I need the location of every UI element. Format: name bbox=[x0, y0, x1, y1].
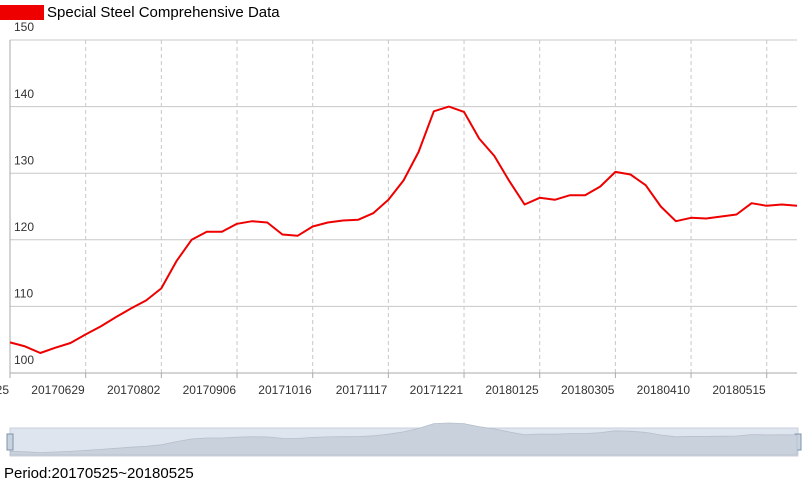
y-tick-label: 120 bbox=[14, 220, 34, 234]
zoom-handle-left[interactable] bbox=[6, 433, 14, 451]
series-line bbox=[9, 105, 798, 354]
x-tick-label: 20171117 bbox=[336, 383, 388, 397]
y-tick-label: 150 bbox=[14, 20, 34, 34]
period-label: Period:20170525~20180525 bbox=[4, 465, 194, 482]
x-tick-label: 20171016 bbox=[258, 383, 312, 397]
zoom-overview bbox=[9, 422, 798, 456]
x-tick-label: 20171221 bbox=[410, 383, 464, 397]
y-tick-label: 110 bbox=[14, 287, 33, 301]
x-tick-label: 20170906 bbox=[183, 383, 237, 397]
legend-label: Special Steel Comprehensive Data bbox=[47, 4, 280, 21]
x-tick-label: 20180515 bbox=[712, 383, 766, 397]
y-tick-label: 100 bbox=[14, 353, 34, 367]
y-tick-label: 130 bbox=[14, 153, 34, 167]
x-tick-label: 20180410 bbox=[637, 383, 691, 397]
y-tick-label: 140 bbox=[14, 87, 34, 101]
x-tick-label: 20180125 bbox=[485, 383, 539, 397]
x-tick-label: 20170802 bbox=[107, 383, 161, 397]
x-tick-label: 20180305 bbox=[561, 383, 615, 397]
x-tick-label: 20170525 bbox=[0, 383, 9, 397]
legend-swatch bbox=[0, 5, 44, 20]
x-tick-label: 20170629 bbox=[31, 383, 85, 397]
